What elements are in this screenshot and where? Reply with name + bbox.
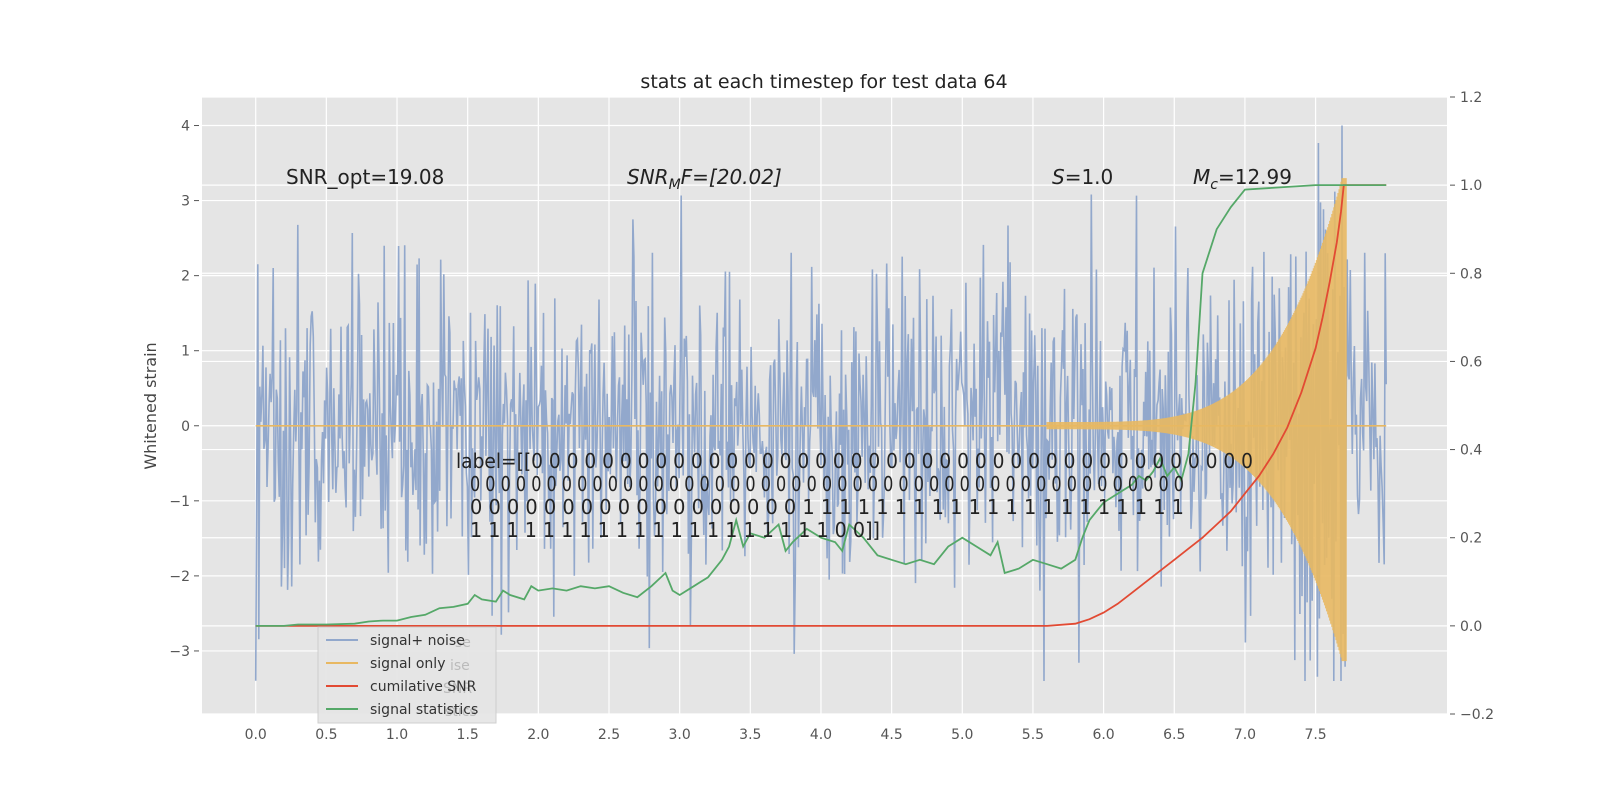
y-tick-label: 1	[181, 344, 190, 360]
y2-tick-label: 0.0	[1460, 619, 1482, 635]
y-axis-right: 1.2 1.0 0.8 0.6 0.4 0.2 0.0 −0.2	[1450, 90, 1494, 723]
chart-title: stats at each timestep for test data 64	[640, 71, 1007, 93]
x-tick-label: 6.0	[1092, 727, 1114, 743]
series-signal-statistics	[255, 184, 1387, 627]
y-tick-label: 3	[181, 194, 190, 210]
y2-tick-label: 0.6	[1460, 354, 1482, 370]
x-axis: 0.0 0.5 1.0 1.5 2.0 2.5 3.0 3.5 4.0 4.5 5.0 5.5 6.0 6…	[245, 727, 1327, 743]
x-tick-label: 1.0	[386, 727, 408, 743]
y2-tick-label: 0.8	[1460, 266, 1482, 282]
y2-tick-label: 0.2	[1460, 531, 1482, 547]
y-tick-label: −3	[169, 644, 190, 660]
x-tick-label: 3.0	[669, 727, 691, 743]
legend: se ise SNR stics signal+ noise signal on…	[317, 626, 497, 724]
y2-tick-label: 1.2	[1460, 90, 1482, 106]
x-tick-label: 4.5	[880, 727, 902, 743]
x-tick-label: 1.5	[457, 727, 479, 743]
s-symbol: S	[1052, 165, 1065, 189]
legend-label-signal-statistics: signal statistics	[370, 702, 478, 718]
label-line-2: 0 0 0 0 0 0 0 0 0 0 0 0 0 0 0 0 0 0 0 0 …	[470, 472, 1184, 496]
x-tick-label: 0.5	[315, 727, 337, 743]
y2-tick-label: 0.4	[1460, 443, 1482, 459]
x-tick-label: 2.0	[527, 727, 549, 743]
legend-label-signal-only: signal only	[370, 656, 445, 672]
legend-ghost-2: ise	[450, 658, 470, 674]
y-axis-title: Whitened strain	[141, 342, 160, 469]
x-tick-label: 0.0	[245, 727, 267, 743]
label-line-4: 1 1 1 1 1 1 1 1 1 1 1 1 1 1 1 1 1 1 1 1 …	[470, 518, 880, 542]
x-tick-label: 5.5	[1022, 727, 1044, 743]
s-value: =1.0	[1065, 165, 1114, 189]
series-cumilative-snr	[255, 184, 1387, 627]
x-tick-label: 5.0	[951, 727, 973, 743]
signal-only-trace	[1046, 178, 1347, 662]
x-tick-label: 6.5	[1163, 727, 1185, 743]
legend-ghost-1: se	[455, 635, 471, 651]
snr-mf-prefix: SNR	[627, 165, 669, 189]
label-line-3: 0 0 0 0 0 0 0 0 0 0 0 0 0 0 0 0 0 0 1 1 …	[470, 495, 1184, 519]
y-tick-label: −1	[169, 494, 190, 510]
snr-mf-suffix: F=[20.02]	[681, 165, 782, 189]
y-tick-label: 2	[181, 269, 190, 285]
y-tick-label: 0	[181, 419, 190, 435]
x-tick-label: 3.5	[739, 727, 761, 743]
y-axis-left: 4 3 2 1 0 −1 −2 −3	[169, 119, 199, 660]
x-tick-label: 4.0	[810, 727, 832, 743]
legend-ghost-3: SNR	[443, 681, 472, 697]
x-tick-label: 2.5	[598, 727, 620, 743]
label-line-1: label=[[0 0 0 0 0 0 0 0 0 0 0 0 0 0 0 0 …	[456, 449, 1253, 473]
y-tick-label: −2	[169, 569, 190, 585]
legend-label-signal-plus-noise: signal+ noise	[370, 633, 465, 649]
x-tick-label: 7.5	[1304, 727, 1326, 743]
mc-value: =12.99	[1218, 165, 1292, 189]
legend-box	[317, 626, 497, 724]
series-signal-only	[255, 178, 1387, 662]
y2-tick-label: 1.0	[1460, 178, 1482, 194]
x-tick-label: 7.0	[1234, 727, 1256, 743]
y2-tick-label: −0.2	[1460, 707, 1494, 723]
legend-ghost-4: stics	[445, 704, 477, 720]
mc-sub: c	[1210, 177, 1218, 193]
mc-symbol: M	[1193, 165, 1210, 189]
snr-mf-sub: M	[669, 177, 681, 193]
annotation-s: S=1.0	[1052, 165, 1113, 189]
legend-label-cumilative-snr: cumilative SNR	[370, 679, 477, 695]
annotation-mc: Mc=12.99	[1193, 165, 1292, 193]
annotation-snr-opt: SNR_opt=19.08	[286, 165, 444, 189]
annotation-snr-mf: SNRMF=[20.02]	[627, 165, 782, 193]
y-tick-label: 4	[181, 119, 190, 135]
